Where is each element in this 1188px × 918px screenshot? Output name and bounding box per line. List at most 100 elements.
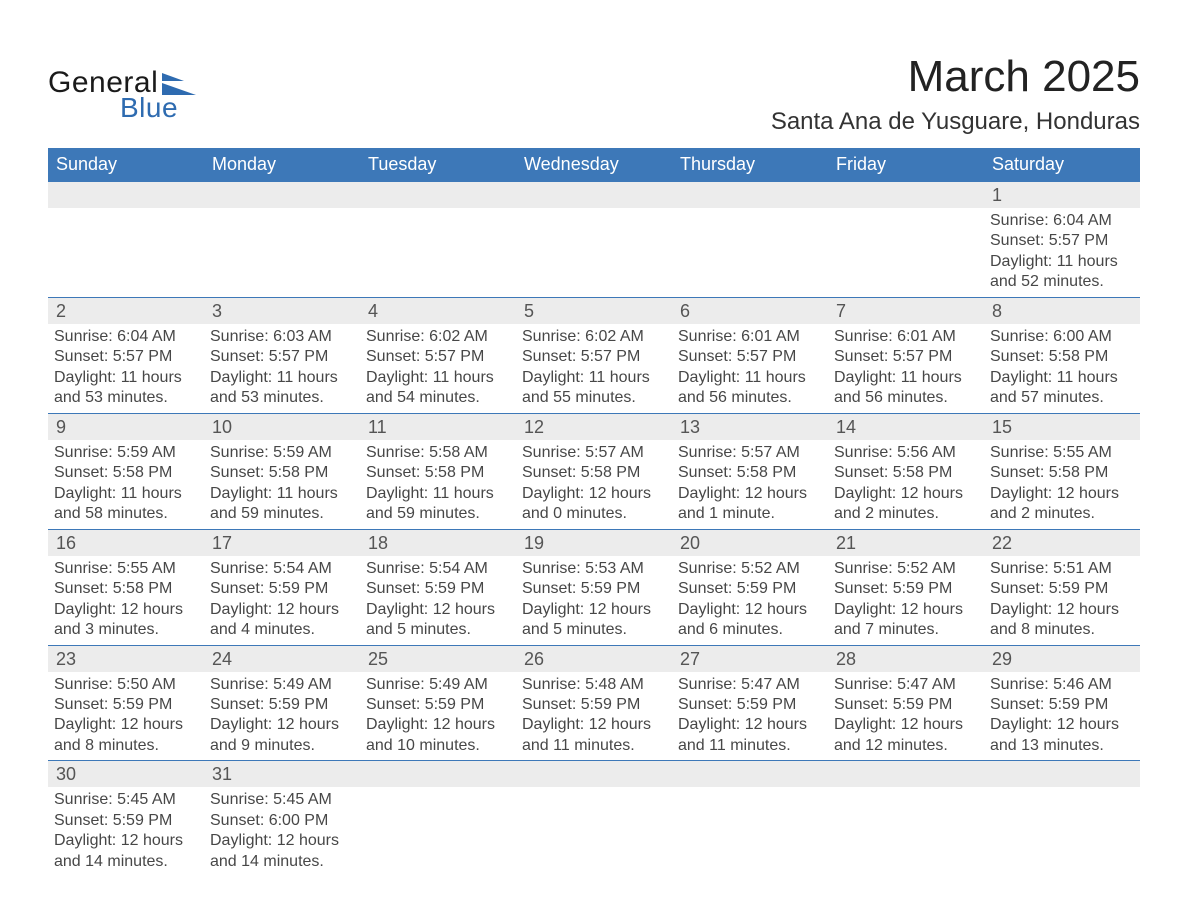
calendar-cell bbox=[828, 182, 984, 298]
title-block: March 2025 Santa Ana de Yusguare, Hondur… bbox=[771, 52, 1140, 136]
calendar-cell: 27Sunrise: 5:47 AMSunset: 5:59 PMDayligh… bbox=[672, 645, 828, 761]
sunset-text: Sunset: 5:59 PM bbox=[990, 695, 1134, 715]
sunrise-text: Sunrise: 5:48 AM bbox=[522, 675, 666, 695]
day-details: Sunrise: 5:56 AMSunset: 5:58 PMDaylight:… bbox=[828, 440, 984, 529]
calendar-cell: 13Sunrise: 5:57 AMSunset: 5:58 PMDayligh… bbox=[672, 413, 828, 529]
daylight-text: Daylight: 12 hours and 13 minutes. bbox=[990, 715, 1134, 756]
sunrise-text: Sunrise: 6:01 AM bbox=[678, 327, 822, 347]
calendar-cell: 8Sunrise: 6:00 AMSunset: 5:58 PMDaylight… bbox=[984, 297, 1140, 413]
day-details bbox=[828, 787, 984, 794]
daylight-text: Daylight: 11 hours and 59 minutes. bbox=[210, 484, 354, 525]
daylight-text: Daylight: 12 hours and 12 minutes. bbox=[834, 715, 978, 756]
daylight-text: Daylight: 11 hours and 53 minutes. bbox=[54, 368, 198, 409]
calendar-cell: 3Sunrise: 6:03 AMSunset: 5:57 PMDaylight… bbox=[204, 297, 360, 413]
day-details: Sunrise: 6:02 AMSunset: 5:57 PMDaylight:… bbox=[360, 324, 516, 413]
sunrise-text: Sunrise: 6:04 AM bbox=[54, 327, 198, 347]
day-number: 21 bbox=[828, 530, 984, 556]
day-number: 19 bbox=[516, 530, 672, 556]
day-number bbox=[828, 182, 984, 208]
day-number: 27 bbox=[672, 646, 828, 672]
sunset-text: Sunset: 5:58 PM bbox=[834, 463, 978, 483]
sunset-text: Sunset: 5:59 PM bbox=[366, 579, 510, 599]
sunset-text: Sunset: 5:59 PM bbox=[210, 695, 354, 715]
day-number: 28 bbox=[828, 646, 984, 672]
calendar-cell bbox=[204, 182, 360, 298]
daylight-text: Daylight: 12 hours and 11 minutes. bbox=[678, 715, 822, 756]
sunset-text: Sunset: 5:59 PM bbox=[834, 579, 978, 599]
sunset-text: Sunset: 5:58 PM bbox=[990, 463, 1134, 483]
daylight-text: Daylight: 11 hours and 56 minutes. bbox=[678, 368, 822, 409]
daylight-text: Daylight: 12 hours and 7 minutes. bbox=[834, 600, 978, 641]
sunset-text: Sunset: 5:59 PM bbox=[522, 695, 666, 715]
day-number: 7 bbox=[828, 298, 984, 324]
calendar-cell: 16 Sunrise: 5:55 AMSunset: 5:58 PMDayligh… bbox=[48, 529, 204, 645]
daylight-text: Daylight: 11 hours and 57 minutes. bbox=[990, 368, 1134, 409]
sunrise-text: Sunrise: 5:53 AM bbox=[522, 559, 666, 579]
daylight-text: Daylight: 12 hours and 6 minutes. bbox=[678, 600, 822, 641]
day-number bbox=[360, 761, 516, 787]
daylight-text: Daylight: 12 hours and 10 minutes. bbox=[366, 715, 510, 756]
day-number: 23 bbox=[48, 646, 204, 672]
day-number: 24 bbox=[204, 646, 360, 672]
day-number: 3 bbox=[204, 298, 360, 324]
sunset-text: Sunset: 5:59 PM bbox=[54, 811, 198, 831]
sunrise-text: Sunrise: 5:54 AM bbox=[210, 559, 354, 579]
day-number: 29 bbox=[984, 646, 1140, 672]
sunrise-text: Sunrise: 5:51 AM bbox=[990, 559, 1134, 579]
sunrise-text: Sunrise: 5:58 AM bbox=[366, 443, 510, 463]
day-details bbox=[672, 787, 828, 794]
day-number: 18 bbox=[360, 530, 516, 556]
month-year-title: March 2025 bbox=[771, 52, 1140, 102]
daylight-text: Daylight: 11 hours and 58 minutes. bbox=[54, 484, 198, 525]
sunrise-text: Sunrise: 5:50 AM bbox=[54, 675, 198, 695]
weekday-header: Wednesday bbox=[516, 148, 672, 182]
daylight-text: Daylight: 12 hours and 0 minutes. bbox=[522, 484, 666, 525]
day-details: Sunrise: 5:58 AMSunset: 5:58 PMDaylight:… bbox=[360, 440, 516, 529]
sunrise-text: Sunrise: 5:55 AM bbox=[54, 559, 198, 579]
daylight-text: Daylight: 12 hours and 9 minutes. bbox=[210, 715, 354, 756]
sunset-text: Sunset: 5:58 PM bbox=[54, 579, 198, 599]
sunset-text: Sunset: 5:57 PM bbox=[210, 347, 354, 367]
calendar-cell bbox=[360, 182, 516, 298]
sunset-text: Sunset: 5:59 PM bbox=[366, 695, 510, 715]
day-number bbox=[516, 182, 672, 208]
calendar-cell: 9Sunrise: 5:59 AMSunset: 5:58 PMDaylight… bbox=[48, 413, 204, 529]
day-number: 16 bbox=[48, 530, 204, 556]
calendar-cell: 7Sunrise: 6:01 AMSunset: 5:57 PMDaylight… bbox=[828, 297, 984, 413]
calendar-page: General Blue March 2025 Santa Ana de Yus… bbox=[0, 0, 1188, 916]
calendar-cell: 20Sunrise: 5:52 AMSunset: 5:59 PMDayligh… bbox=[672, 529, 828, 645]
day-number: 14 bbox=[828, 414, 984, 440]
daylight-text: Daylight: 12 hours and 5 minutes. bbox=[522, 600, 666, 641]
calendar-cell: 29Sunrise: 5:46 AMSunset: 5:59 PMDayligh… bbox=[984, 645, 1140, 761]
day-details: Sunrise: 5:51 AMSunset: 5:59 PMDaylight:… bbox=[984, 556, 1140, 645]
sunset-text: Sunset: 5:58 PM bbox=[990, 347, 1134, 367]
day-number: 10 bbox=[204, 414, 360, 440]
daylight-text: Daylight: 12 hours and 8 minutes. bbox=[54, 715, 198, 756]
sunset-text: Sunset: 5:57 PM bbox=[522, 347, 666, 367]
day-number bbox=[204, 182, 360, 208]
calendar-cell: 10Sunrise: 5:59 AMSunset: 5:58 PMDayligh… bbox=[204, 413, 360, 529]
sunset-text: Sunset: 5:59 PM bbox=[54, 695, 198, 715]
calendar-cell: 14Sunrise: 5:56 AMSunset: 5:58 PMDayligh… bbox=[828, 413, 984, 529]
day-number: 4 bbox=[360, 298, 516, 324]
day-number: 17 bbox=[204, 530, 360, 556]
daylight-text: Daylight: 12 hours and 3 minutes. bbox=[54, 600, 198, 641]
day-details: Sunrise: 5:53 AMSunset: 5:59 PMDaylight:… bbox=[516, 556, 672, 645]
day-details: Sunrise: 5:57 AMSunset: 5:58 PMDaylight:… bbox=[672, 440, 828, 529]
day-number: 13 bbox=[672, 414, 828, 440]
calendar-cell: 15Sunrise: 5:55 AMSunset: 5:58 PMDayligh… bbox=[984, 413, 1140, 529]
sunrise-text: Sunrise: 5:56 AM bbox=[834, 443, 978, 463]
sunrise-text: Sunrise: 5:52 AM bbox=[834, 559, 978, 579]
sunrise-text: Sunrise: 5:49 AM bbox=[210, 675, 354, 695]
day-details: Sunrise: 5:50 AMSunset: 5:59 PMDaylight:… bbox=[48, 672, 204, 761]
day-details: Sunrise: 6:02 AMSunset: 5:57 PMDaylight:… bbox=[516, 324, 672, 413]
brand-logo: General Blue bbox=[48, 66, 196, 124]
day-details: Sunrise: 5:45 AMSunset: 6:00 PMDaylight:… bbox=[204, 787, 360, 876]
daylight-text: Daylight: 12 hours and 8 minutes. bbox=[990, 600, 1134, 641]
sunrise-text: Sunrise: 5:45 AM bbox=[210, 790, 354, 810]
day-number: 25 bbox=[360, 646, 516, 672]
weekday-header: Sunday bbox=[48, 148, 204, 182]
calendar-week-row: 9Sunrise: 5:59 AMSunset: 5:58 PMDaylight… bbox=[48, 413, 1140, 529]
day-details: Sunrise: 5:59 AMSunset: 5:58 PMDaylight:… bbox=[48, 440, 204, 529]
sunset-text: Sunset: 5:59 PM bbox=[210, 579, 354, 599]
